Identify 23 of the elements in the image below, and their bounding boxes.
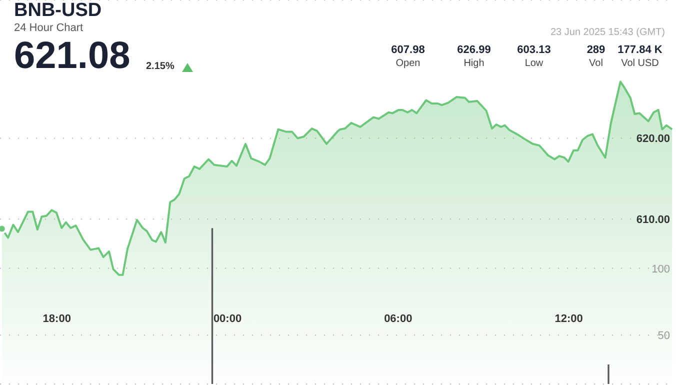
y-tick-label: 610.00	[636, 214, 670, 226]
y2-tick-label: 100	[652, 263, 670, 276]
x-tick-label: 00:00	[213, 313, 242, 325]
annotation: 621.08	[14, 35, 130, 78]
annotation: 289	[586, 44, 606, 56]
annotation: 607.98	[390, 44, 426, 56]
annotation: 626.99	[456, 44, 492, 56]
annotation: 603.13	[516, 44, 552, 56]
annotation: Vol	[589, 58, 603, 69]
annotation: 23 Jun 2025 15:43 (GMT)	[550, 27, 665, 38]
y-tick-label: 620.00	[636, 133, 670, 146]
annotation: Low	[524, 58, 544, 69]
annotation: Vol USD	[620, 58, 660, 69]
x-tick-label: 06:00	[384, 313, 412, 325]
chart-title: BNB-USD	[14, 0, 102, 22]
text: 24 Hour Chart	[14, 22, 84, 34]
annotation: 177.84 K	[616, 44, 664, 56]
x-tick-label: 12:00	[554, 313, 583, 325]
y2-tick-label: 50	[658, 330, 670, 342]
x-tick-label: 18:00	[42, 313, 71, 325]
annotation: Open	[394, 58, 422, 69]
annotation: High	[462, 58, 486, 69]
annotation: 2.15%	[146, 61, 174, 72]
